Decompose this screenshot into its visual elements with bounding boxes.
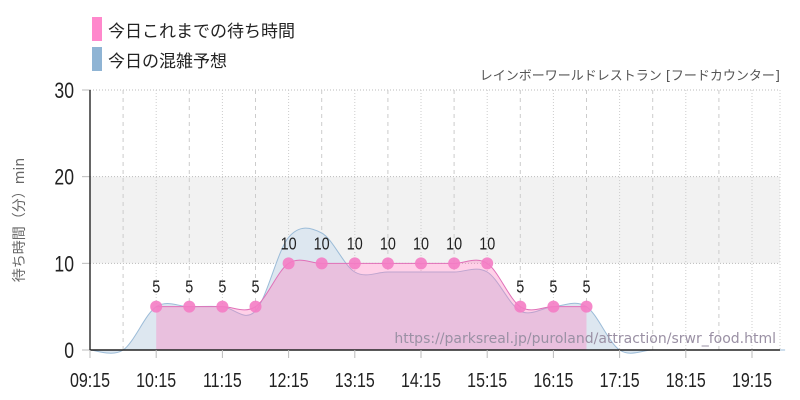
- data-label: 10: [281, 234, 297, 254]
- x-tick-label: 14:15: [401, 369, 441, 391]
- legend-label: 今日これまでの待ち時間: [108, 21, 295, 42]
- grid: [90, 89, 781, 350]
- x-tick-label: 09:15: [70, 369, 110, 391]
- data-label: 5: [549, 277, 557, 297]
- x-tick-label: 19:15: [732, 369, 772, 391]
- axes: 0 10 20 30 09:15 10:15 11:15 12:15 13:15 14:15 15:…: [54, 79, 780, 391]
- legend-swatch-blue: [92, 47, 102, 71]
- data-point[interactable]: [150, 300, 163, 313]
- data-label: 5: [152, 277, 160, 297]
- forecast-area: [90, 228, 786, 354]
- data-point[interactable]: [216, 300, 229, 313]
- legend: 今日これまでの待ち時間 今日の混雑予想: [92, 14, 295, 74]
- data-label: 5: [218, 277, 226, 297]
- data-label: 10: [446, 234, 462, 254]
- highlight-band: [90, 176, 780, 264]
- data-label: 5: [516, 277, 524, 297]
- data-point[interactable]: [381, 257, 394, 270]
- data-point[interactable]: [415, 257, 427, 270]
- x-tick-label: 15:15: [467, 369, 507, 391]
- data-label: 5: [582, 277, 590, 297]
- data-label: 10: [347, 234, 363, 254]
- data-point[interactable]: [282, 257, 295, 270]
- legend-item-actual[interactable]: 今日これまでの待ち時間: [92, 14, 295, 44]
- x-tick-label: 17:15: [600, 369, 640, 391]
- data-label: 10: [479, 234, 495, 254]
- x-tick-label: 13:15: [335, 369, 375, 391]
- data-points: 5 5 5 5 10 10 10 10 10 10 10 5 5 5: [150, 234, 593, 313]
- x-tick-label: 18:15: [666, 369, 706, 391]
- data-label: 5: [251, 277, 259, 297]
- legend-swatch-pink: [92, 17, 102, 41]
- data-point[interactable]: [547, 300, 560, 313]
- data-point[interactable]: [348, 257, 361, 270]
- data-point[interactable]: [580, 300, 593, 313]
- chart-subtitle: レインボーワールドレストラン [フードカウンター]: [480, 69, 780, 84]
- data-point[interactable]: [448, 257, 461, 270]
- data-point[interactable]: [249, 300, 262, 313]
- y-tick-label: 0: [64, 339, 74, 363]
- legend-item-forecast[interactable]: 今日の混雑予想: [92, 44, 295, 74]
- actual-area: [156, 260, 587, 350]
- x-tick-label: 16:15: [533, 369, 573, 391]
- data-point[interactable]: [481, 257, 494, 270]
- data-label: 10: [314, 234, 330, 254]
- data-label: 10: [413, 234, 429, 254]
- y-axis-label: 待ち時間（分）min: [12, 158, 28, 282]
- data-point[interactable]: [315, 257, 328, 270]
- data-point[interactable]: [514, 300, 527, 313]
- y-tick-label: 20: [54, 166, 74, 190]
- data-point[interactable]: [183, 300, 196, 313]
- x-tick-label: 12:15: [269, 369, 309, 391]
- x-tick-label: 11:15: [203, 369, 242, 391]
- watermark-url: https://parksreal.jp/puroland/attraction…: [394, 331, 776, 347]
- x-tick-label: 10:15: [136, 369, 176, 391]
- data-label: 10: [380, 234, 396, 254]
- legend-label: 今日の混雑予想: [108, 51, 227, 72]
- y-tick-label: 10: [54, 253, 74, 277]
- data-label: 5: [185, 277, 193, 297]
- y-tick-label: 30: [54, 79, 74, 103]
